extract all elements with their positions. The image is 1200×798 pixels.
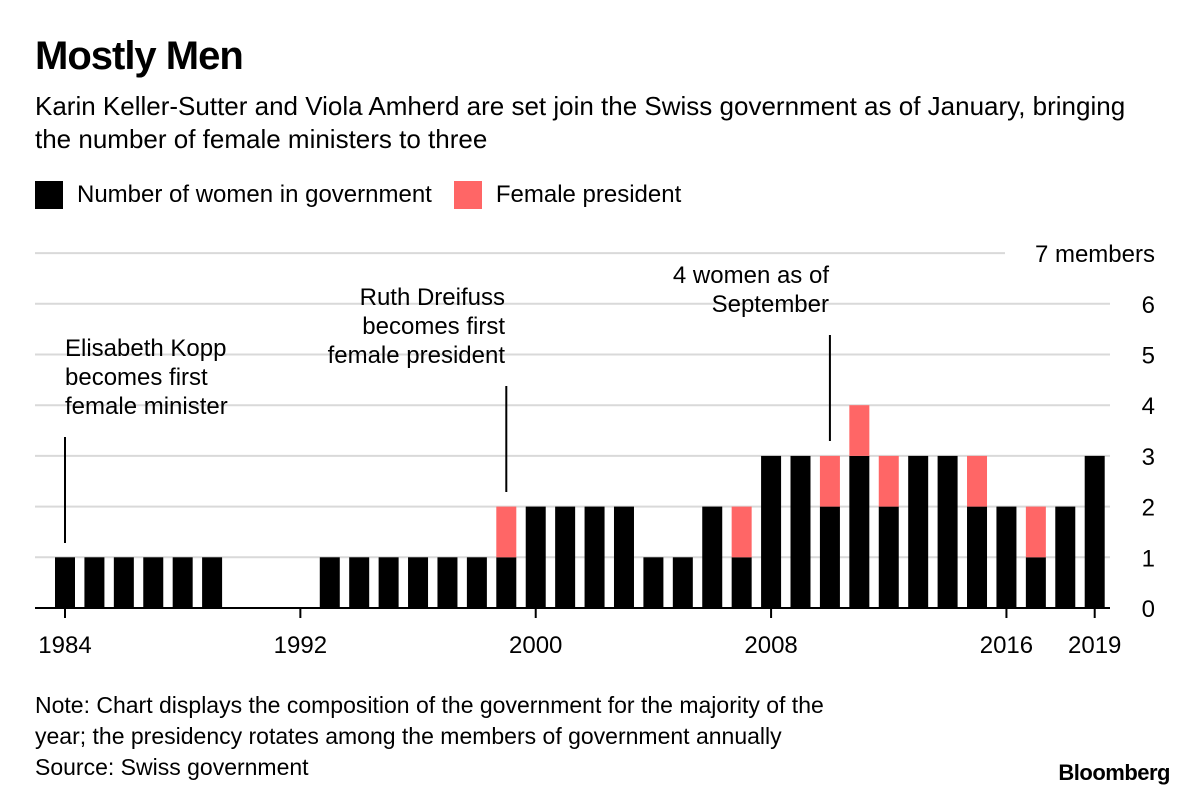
x-tick-label-1984: 1984 <box>38 632 91 659</box>
x-tick-label-2008: 2008 <box>744 632 797 659</box>
bar-president-2012 <box>878 455 899 507</box>
bar-women-2010 <box>819 506 840 608</box>
bar-women-1996 <box>408 557 429 608</box>
legend-item-women: Number of women in government <box>35 181 432 209</box>
bar-women-1998 <box>466 557 487 608</box>
bar-women-1997 <box>437 557 458 608</box>
x-tick-label-2000: 2000 <box>509 632 562 659</box>
bar-women-1994 <box>349 557 370 608</box>
bar-women-1987 <box>143 557 164 608</box>
bar-women-2009 <box>790 455 811 608</box>
bar-women-1989 <box>202 557 223 608</box>
bar-women-2012 <box>878 506 899 608</box>
bar-women-2011 <box>849 455 870 608</box>
bar-women-2003 <box>613 506 634 608</box>
annotation-2-line-1: Ruth Dreifuss <box>360 284 505 311</box>
annotation-1-line-3: female minister <box>65 393 228 420</box>
legend-swatch-women <box>35 181 63 209</box>
bar-women-1986 <box>113 557 134 608</box>
bar-women-2018 <box>1055 506 1076 608</box>
bar-women-1985 <box>84 557 105 608</box>
annotation-2-line-2: becomes first <box>362 313 505 340</box>
bar-president-2015 <box>967 455 988 507</box>
y-tick-label-0: 0 <box>1142 596 1155 623</box>
y-tick-label-2: 2 <box>1142 495 1155 522</box>
x-tick-label-1992: 1992 <box>274 632 327 659</box>
note-line-2: year; the presidency rotates among the m… <box>35 723 782 749</box>
bloomberg-logo: Bloomberg <box>1058 760 1170 785</box>
bar-women-1993 <box>319 557 340 608</box>
bar-women-2015 <box>967 506 988 608</box>
bar-women-2006 <box>702 506 723 608</box>
bar-president-1999 <box>496 506 517 558</box>
y-tick-label-6: 6 <box>1142 292 1155 319</box>
bar-women-1988 <box>172 557 193 608</box>
bar-women-2004 <box>643 557 664 608</box>
chart-title: Mostly Men <box>35 34 244 78</box>
annotation-3-line-2: September <box>712 291 829 318</box>
legend-swatch-president <box>453 181 482 209</box>
y-tick-label-1: 1 <box>1142 545 1155 572</box>
y-tick-label-7: 7 members <box>1035 241 1155 268</box>
bar-president-2017 <box>1025 506 1046 558</box>
bar-women-2013 <box>908 455 929 608</box>
bar-women-1984 <box>55 557 75 608</box>
note-line-1: Note: Chart displays the composition of … <box>35 692 824 718</box>
bar-women-2017 <box>1025 557 1046 608</box>
bar-women-2007 <box>731 557 752 608</box>
bar-women-2008 <box>761 455 782 608</box>
legend: Number of women in government Female pre… <box>35 178 703 212</box>
chart-subtitle: Karin Keller-Sutter and Viola Amherd are… <box>35 91 1126 154</box>
chart-note: Note: Chart displays the composition of … <box>35 690 1035 783</box>
annotation-1-line-2: becomes first <box>65 364 208 391</box>
y-tick-label-4: 4 <box>1142 393 1155 420</box>
bar-women-2005 <box>672 557 693 608</box>
bar-president-2010 <box>819 455 840 507</box>
bar-president-2011 <box>849 405 870 456</box>
annotation-1-line-1: Elisabeth Kopp <box>65 335 226 362</box>
legend-label-women: Number of women in government <box>77 181 432 208</box>
bar-women-2002 <box>584 506 605 608</box>
bar-women-2019 <box>1084 455 1105 608</box>
legend-item-president: Female president <box>453 181 682 209</box>
y-tick-label-5: 5 <box>1142 343 1155 370</box>
x-tick-label-2016: 2016 <box>980 632 1033 659</box>
bar-women-2014 <box>937 455 958 608</box>
bar-women-1999 <box>496 557 517 608</box>
annotation-3-line-1: 4 women as of <box>673 262 829 289</box>
bar-president-2007 <box>731 506 752 558</box>
legend-label-president: Female president <box>495 181 682 208</box>
source-line: Source: Swiss government <box>35 754 309 780</box>
bar-women-2000 <box>525 506 546 608</box>
y-tick-label-3: 3 <box>1142 444 1155 471</box>
bar-women-2016 <box>996 506 1017 608</box>
bar-chart: 0 1 2 3 4 5 6 7 members 1984 1992 2000 2008 2016 2019… <box>35 241 1155 659</box>
annotation-2-line-3: female president <box>328 342 506 369</box>
x-tick-label-2019: 2019 <box>1068 632 1121 659</box>
bar-women-1995 <box>378 557 399 608</box>
bar-women-2001 <box>555 506 576 608</box>
